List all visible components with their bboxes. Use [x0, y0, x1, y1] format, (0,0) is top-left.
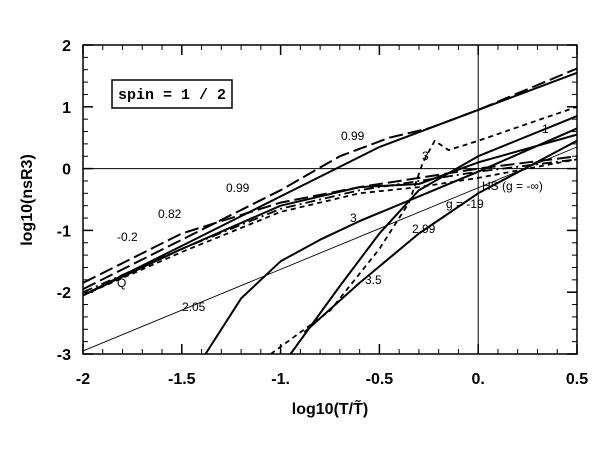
series-line-5 [82, 133, 578, 297]
curve-label-10: 3.5 [365, 273, 382, 287]
curve-label-8: 3 [350, 211, 357, 225]
series-line-10 [82, 146, 578, 352]
y-tick-label: 2 [62, 38, 71, 55]
x-axis-title: log10(T/T̃) [292, 398, 368, 418]
x-tick-label: -1. [271, 371, 290, 388]
curve-label-4: -0.2 [117, 230, 138, 244]
x-tick-label: -0.5 [366, 371, 394, 388]
x-tick-label: -1.5 [168, 371, 196, 388]
y-tick-label: 0 [62, 162, 71, 179]
series-line-0 [82, 71, 578, 297]
spin-label: spin = 1 / 2 [118, 87, 226, 104]
series-line-4 [82, 158, 578, 297]
y-tick-label: 1 [62, 100, 71, 117]
series-line-9 [204, 127, 578, 355]
curve-label-3: 0.82 [158, 207, 182, 221]
series-line-8 [303, 139, 578, 334]
x-tick-label: 0. [472, 371, 485, 388]
x-tick-label: 0.5 [566, 371, 588, 388]
y-tick-label: -1 [57, 223, 71, 240]
curve-label-9: 2.99 [412, 222, 436, 236]
curve-label-0: 1 [542, 122, 549, 136]
x-tick-label: -2 [76, 371, 90, 388]
curve-label-12: Q [117, 276, 126, 290]
curve-label-7: 3 [422, 149, 429, 163]
series-line-7 [289, 115, 578, 355]
y-axis-title: log10(nsR3) [19, 154, 36, 246]
series-line-1 [82, 67, 578, 290]
curve-label-5: HS (g = -∞) [482, 179, 543, 193]
curve-label-2: 0.99 [226, 181, 250, 195]
curve-label-1: 0.99 [341, 129, 365, 143]
curve-label-6: g = -19 [446, 197, 484, 211]
y-tick-label: -3 [57, 347, 71, 364]
spin-box: spin = 1 / 2 [111, 79, 233, 109]
y-tick-label: -2 [57, 285, 71, 302]
series-line-6 [270, 105, 578, 355]
curve-label-11: 2.05 [182, 300, 206, 314]
